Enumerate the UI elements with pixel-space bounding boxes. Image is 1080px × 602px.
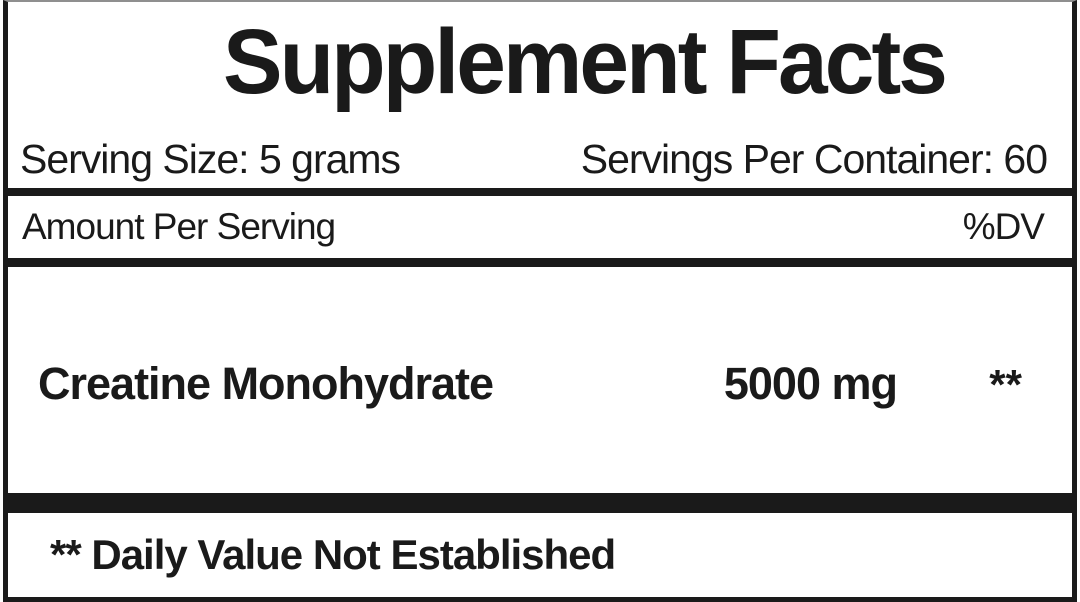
panel-title: Supplement Facts <box>222 11 948 113</box>
ingredient-name: Creatine Monohydrate <box>38 358 494 409</box>
divider-medium <box>8 258 1072 267</box>
dv-column-header: %DV <box>962 206 1045 247</box>
footnote-row: ** Daily Value Not Established <box>50 513 1052 597</box>
divider-thick <box>8 493 1072 513</box>
servings-per-container-text: Servings Per Container: 60 <box>580 135 1048 182</box>
ingredient-dv-value: ** <box>989 361 1022 408</box>
ingredient-amount: 5000 mg <box>723 358 898 409</box>
ingredient-section: Creatine Monohydrate 5000 mg ** <box>8 267 1072 493</box>
ingredient-row: Creatine Monohydrate 5000 mg ** <box>8 358 1072 410</box>
serving-size-text: Serving Size: 5 grams <box>20 135 401 182</box>
supplement-facts-panel: Supplement Facts Serving Size: 5 grams S… <box>3 0 1077 602</box>
amount-per-serving-label: Amount Per Serving <box>22 206 336 247</box>
divider-thin <box>8 188 1072 196</box>
footnote-text: ** Daily Value Not Established <box>50 531 616 578</box>
amount-header-row: Amount Per Serving %DV <box>22 196 1045 258</box>
serving-info-row: Serving Size: 5 grams Servings Per Conta… <box>20 130 1048 188</box>
